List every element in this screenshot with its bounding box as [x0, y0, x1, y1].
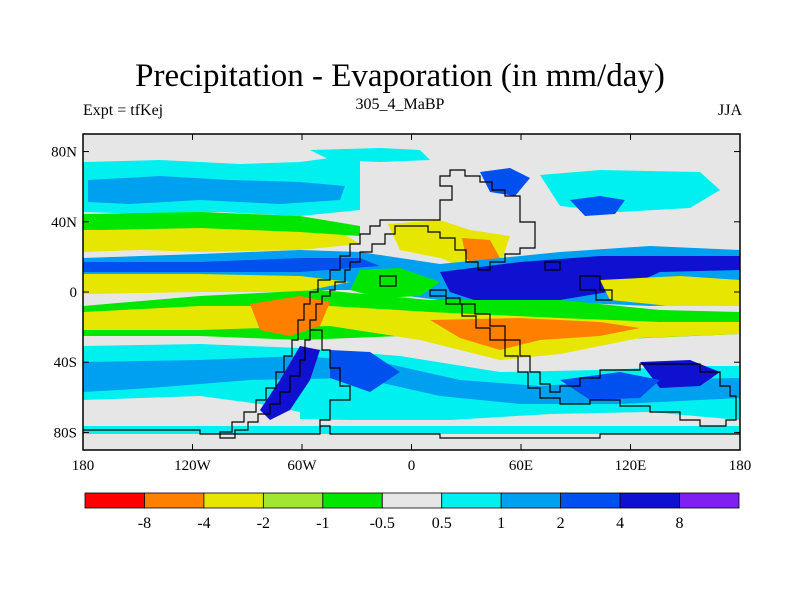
- colorbar-label: -8: [138, 515, 151, 532]
- outline-africa: [429, 289, 737, 427]
- y-tick-label: 40N: [51, 215, 77, 231]
- colorbar-label: -1: [316, 515, 329, 532]
- colorbar-label: -0.5: [370, 515, 395, 532]
- outline-antarctica: [83, 425, 740, 439]
- colorbar-swatch: [560, 492, 621, 509]
- colorbar-swatch: [203, 492, 264, 509]
- colorbar-swatch: [84, 492, 145, 509]
- map-field: [83, 134, 740, 450]
- colorbar: -8 -4 -2 -1 -0.5 0.5 1 2 4 8: [84, 492, 740, 532]
- outline-asia-islands: [579, 275, 613, 301]
- field-band-ntrop-green: [83, 212, 360, 236]
- x-tick-label: 180: [72, 458, 95, 474]
- x-tick-label: 60W: [287, 458, 317, 474]
- colorbar-swatch: [381, 492, 443, 509]
- field-band-south-lightblue: [83, 356, 740, 404]
- colorbar-label: 8: [676, 515, 684, 532]
- field-patch-nw-cyan: [310, 148, 430, 162]
- colorbar-swatch: [679, 492, 740, 509]
- field-band-itcz-yellow: [83, 274, 350, 294]
- x-tick-label: 120E: [615, 458, 647, 474]
- colorbar-swatch: [441, 492, 502, 509]
- colorbar-label: -2: [257, 515, 270, 532]
- x-tick-label: 120W: [174, 458, 212, 474]
- experiment-label: Expt = tfKej: [83, 102, 164, 119]
- y-axis: 80N 40N 0 40S 80S: [51, 145, 740, 441]
- colorbar-label: -4: [197, 515, 210, 532]
- x-tick-label: 0: [408, 458, 416, 474]
- figure-title: Precipitation - Evaporation (in mm/day): [135, 58, 665, 94]
- continent-outlines: [83, 169, 740, 439]
- outline-northern-continent: [219, 169, 536, 439]
- field-patch-asia-cyan: [540, 170, 720, 212]
- field-patch-indian-orange: [430, 318, 640, 350]
- colorbar-swatch: [262, 492, 324, 509]
- y-tick-label: 40S: [54, 355, 77, 371]
- colorbar-swatch: [322, 492, 383, 509]
- colorbar-swatch: [500, 492, 562, 509]
- field-band-itcz-darkblue: [440, 256, 740, 302]
- field-band-north-lightblue: [88, 176, 345, 204]
- colorbar-label: 4: [616, 515, 624, 532]
- field-band-strop-yellow: [83, 306, 740, 360]
- y-tick-label: 80N: [51, 145, 77, 161]
- field-patch-south-blue: [330, 350, 400, 392]
- field-patch-africa-green: [350, 268, 440, 298]
- outline-indonesia: [544, 261, 561, 271]
- outline-sea: [379, 275, 397, 287]
- field-patch-pacific-yellow: [600, 276, 740, 306]
- field-patch-asia-blue: [570, 196, 625, 216]
- outline-south-america-west: [310, 329, 351, 430]
- y-tick-label: 80S: [54, 425, 77, 441]
- x-axis: 180 120W 60W 0 60E 120E 180: [72, 134, 752, 474]
- x-tick-label: 180: [729, 458, 752, 474]
- field-patch-tasman-blue: [560, 372, 660, 400]
- colorbar-swatch: [619, 492, 680, 509]
- colorbar-label: 2: [557, 515, 565, 532]
- colorbar-label: 1: [497, 515, 505, 532]
- colorbar-label: 0.5: [432, 515, 452, 532]
- colorbar-swatch: [144, 492, 205, 509]
- y-tick-label: 0: [70, 285, 78, 301]
- field-band-itcz-blue: [83, 258, 380, 272]
- figure-subtitle: 305_4_MaBP: [355, 96, 445, 113]
- x-tick-label: 60E: [509, 458, 533, 474]
- season-label: JJA: [717, 102, 742, 119]
